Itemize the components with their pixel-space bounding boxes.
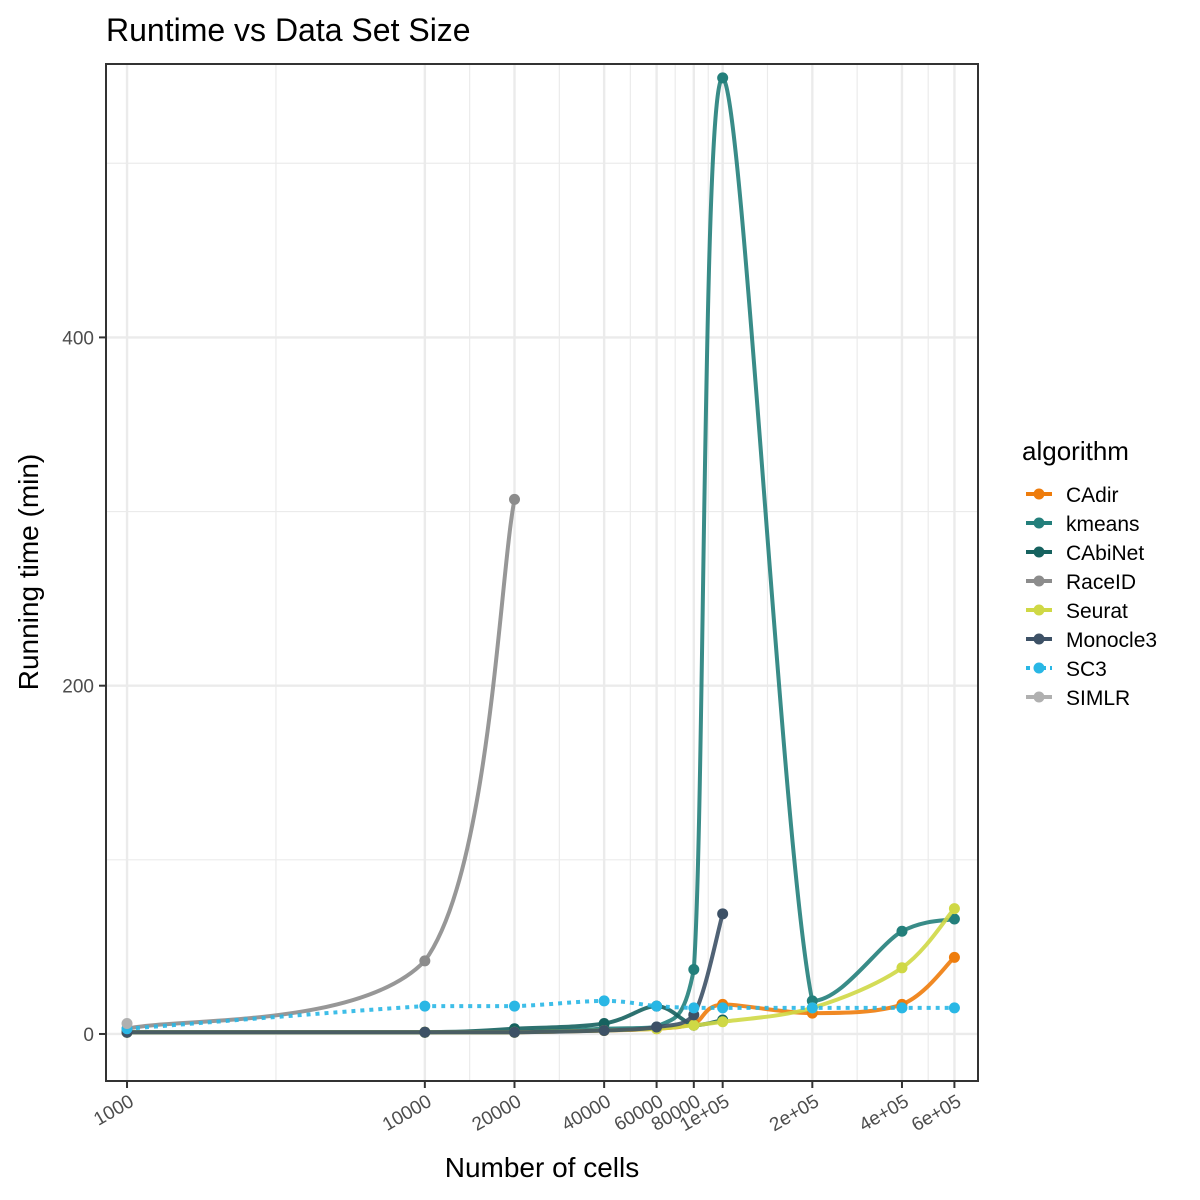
- data-point-sc3: [651, 1000, 663, 1012]
- legend-item-seurat: Seurat: [1026, 600, 1128, 623]
- legend-label: RaceID: [1066, 571, 1136, 594]
- data-point-sc3: [717, 1002, 729, 1014]
- data-point-monocle3: [717, 908, 729, 920]
- legend-key-point: [1033, 488, 1045, 500]
- legend-key-point: [1033, 662, 1045, 674]
- y-tick-label: 0: [83, 1025, 94, 1046]
- data-point-seurat: [948, 903, 960, 915]
- legend-label: CAbiNet: [1066, 542, 1144, 565]
- data-point-kmeans: [948, 913, 960, 925]
- data-point-seurat: [896, 962, 908, 974]
- data-point-kmeans: [896, 925, 908, 937]
- y-axis: 0 200 400: [62, 328, 106, 1046]
- legend-label: kmeans: [1066, 513, 1140, 536]
- legend-key-point: [1033, 691, 1045, 703]
- legend-item-simlr: SIMLR: [1026, 687, 1130, 710]
- legend-key-point: [1033, 517, 1045, 529]
- data-point-raceid: [508, 493, 520, 505]
- data-point-simlr: [121, 1018, 133, 1030]
- data-point-monocle3: [651, 1021, 663, 1033]
- data-point-sc3: [896, 1002, 908, 1014]
- series-simlr: [121, 1018, 133, 1030]
- data-point-sc3: [598, 995, 610, 1007]
- data-point-monocle3: [508, 1026, 520, 1038]
- legend-label: Seurat: [1066, 600, 1128, 623]
- y-axis-title: Running time (min): [13, 454, 44, 691]
- data-point-sc3: [948, 1002, 960, 1014]
- data-point-monocle3: [598, 1024, 610, 1036]
- legend-label: SC3: [1066, 658, 1107, 681]
- data-point-sc3: [688, 1002, 700, 1014]
- x-axis-title: Number of cells: [445, 1152, 640, 1183]
- data-point-sc3: [419, 1000, 431, 1012]
- data-point-monocle3: [419, 1026, 431, 1038]
- legend-key-point: [1033, 604, 1045, 616]
- data-point-kmeans: [688, 964, 700, 976]
- legend-label: Monocle3: [1066, 629, 1157, 652]
- data-point-raceid: [419, 955, 431, 967]
- legend-label: CAdir: [1066, 484, 1119, 507]
- data-point-sc3: [508, 1000, 520, 1012]
- series-lines: [121, 72, 960, 1038]
- y-tick-label: 200: [62, 677, 94, 698]
- data-point-kmeans: [717, 72, 729, 84]
- chart-title: Runtime vs Data Set Size: [106, 12, 471, 48]
- legend-item-monocle3: Monocle3: [1026, 629, 1157, 652]
- data-point-seurat: [717, 1016, 729, 1028]
- legend-label: SIMLR: [1066, 687, 1130, 710]
- series-sc3: [121, 995, 960, 1035]
- legend-item-raceid: RaceID: [1026, 571, 1136, 594]
- legend-item-cadir: CAdir: [1026, 484, 1119, 507]
- legend-item-cabinet: CAbiNet: [1026, 542, 1144, 565]
- legend-key-point: [1033, 546, 1045, 558]
- legend: algorithm CAdir kmeans CAbiNet RaceID Seurat…: [1022, 436, 1157, 710]
- legend-key-point: [1033, 633, 1045, 645]
- data-point-seurat: [688, 1019, 700, 1031]
- legend-item-kmeans: kmeans: [1026, 513, 1140, 536]
- legend-key-point: [1033, 575, 1045, 587]
- legend-title: algorithm: [1022, 436, 1129, 466]
- y-tick-label: 400: [62, 328, 94, 349]
- series-line-sc3: [126, 998, 955, 1031]
- legend-item-sc3: SC3: [1026, 658, 1107, 681]
- plot-panel-border: [105, 63, 979, 1082]
- data-point-sc3: [806, 1002, 818, 1014]
- data-point-cadir: [948, 951, 960, 963]
